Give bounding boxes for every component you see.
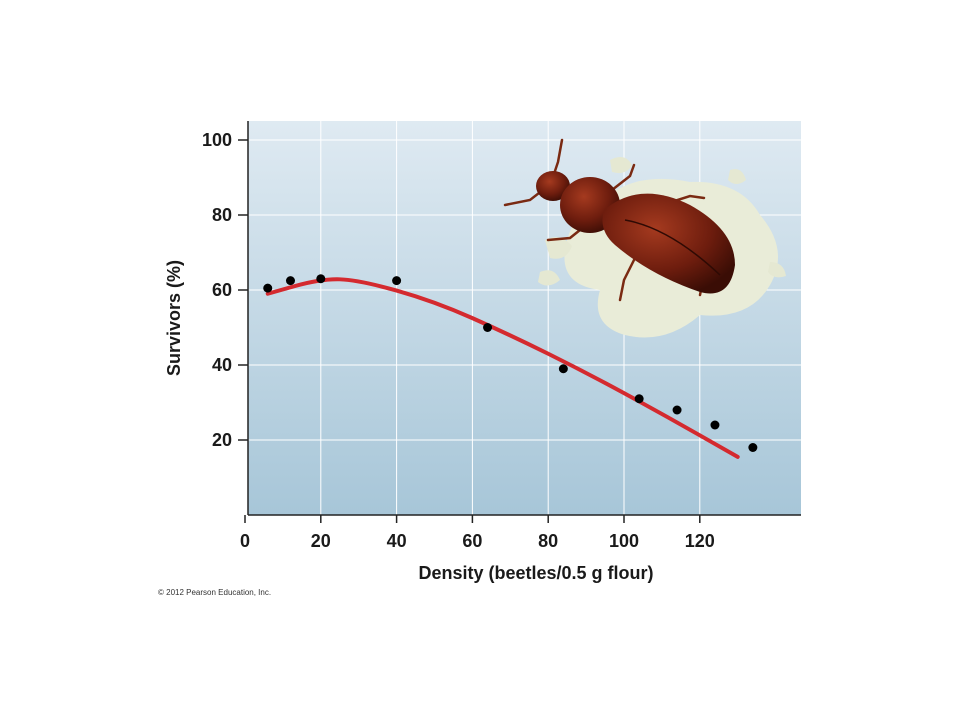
data-point-9 [710,420,720,430]
x-tick-label-80: 80 [538,531,558,551]
flour-beetle-icon [503,138,786,338]
data-point-5 [483,323,493,332]
y-tick-label-100: 100 [202,130,232,150]
y-axis-ticks: 20 40 60 80 100 [202,130,248,450]
x-tick-label-60: 60 [462,531,482,551]
x-tick-label-0: 0 [240,531,250,551]
data-point-3 [316,274,326,284]
fit-curve [265,277,740,459]
data-point-6 [558,364,568,374]
data-point-4 [392,276,402,286]
x-tick-label-20: 20 [311,531,331,551]
data-point-1 [263,283,273,293]
x-tick-label-100: 100 [609,531,639,551]
y-tick-label-80: 80 [212,205,232,225]
axes [247,121,801,516]
data-point-2 [285,276,295,286]
data-points [263,274,758,452]
y-tick-label-40: 40 [212,355,232,375]
x-tick-label-40: 40 [387,531,407,551]
x-axis-title: Density (beetles/0.5 g flour) [418,563,653,583]
data-point-8 [672,405,682,415]
plot-area [248,121,801,515]
data-point-7 [634,394,644,404]
y-tick-label-20: 20 [212,430,232,450]
x-axis-ticks: 0 20 40 60 80 100 120 [240,515,715,551]
copyright-note: © 2012 Pearson Education, Inc. [158,588,272,597]
x-tick-label-120: 120 [685,531,715,551]
data-point-10 [748,443,758,452]
y-axis-title: Survivors (%) [164,260,184,376]
y-tick-label-60: 60 [212,280,232,300]
